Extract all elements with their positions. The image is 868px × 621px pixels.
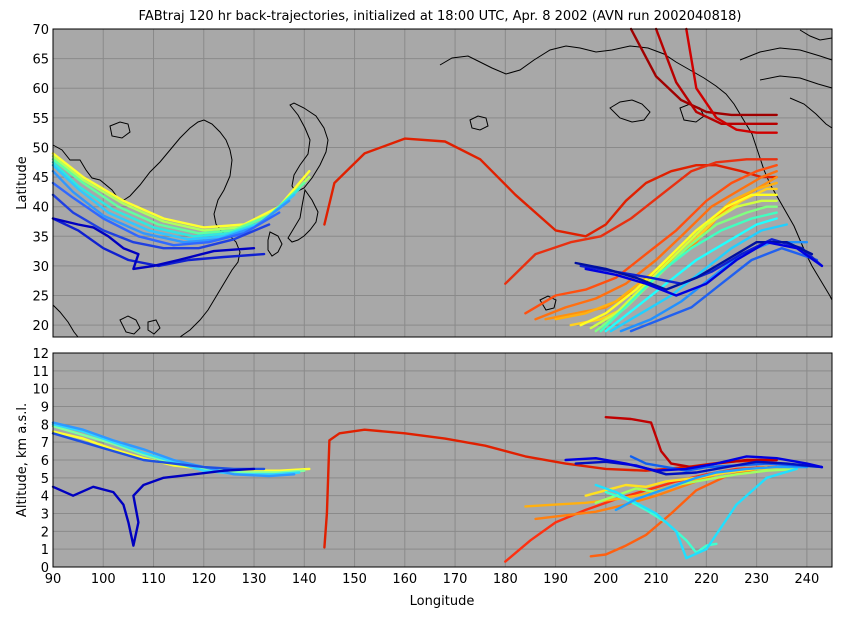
map-trajectory-line	[504, 158, 778, 285]
y-tick-label: 45	[32, 171, 49, 186]
map-trajectory-line	[589, 199, 778, 330]
map-trajectory-line	[584, 240, 824, 297]
y-tick-label: 11	[32, 365, 49, 380]
map-frame	[52, 28, 833, 338]
x-tick-label: 230	[744, 572, 769, 587]
alt-trajectory-line	[564, 455, 824, 472]
alt-trajectory-line	[594, 467, 798, 560]
x-tick-label: 190	[543, 572, 568, 587]
map-trajectory-line	[51, 158, 306, 235]
x-tick-label: 150	[342, 572, 367, 587]
alt-trajectory-line	[51, 432, 266, 471]
altitude-x-ticks: 90 100 110 120 130 140 150 160 170 180 190 200 210 22…	[45, 572, 820, 587]
map-trajectory-line	[524, 163, 778, 315]
map-trajectory-line	[574, 240, 814, 291]
map-trajectory-line	[579, 193, 778, 327]
map-trajectory-line	[534, 169, 778, 321]
altitude-frame	[52, 352, 833, 568]
map-trajectory-line	[51, 217, 266, 268]
altitude-y-axis-label: Altitude, km a.s.l.	[15, 403, 30, 517]
y-tick-label: 6	[41, 454, 49, 469]
x-tick-label: 200	[593, 572, 618, 587]
y-tick-label: 25	[32, 290, 49, 305]
alt-trajectory-line	[604, 416, 778, 469]
y-tick-label: 0	[41, 561, 49, 576]
alt-trajectory-line	[614, 465, 809, 512]
map-y-axis-label: Latitude	[15, 156, 30, 210]
y-tick-label: 65	[32, 53, 49, 68]
chart-title: FABtraj 120 hr back-trajectories, initia…	[139, 9, 742, 24]
map-trajectory-line	[685, 27, 778, 134]
map-trajectory-line	[604, 217, 778, 333]
y-tick-label: 1	[41, 543, 49, 558]
map-trajectory-line	[609, 223, 788, 333]
x-tick-label: 210	[644, 572, 669, 587]
x-tick-label: 110	[141, 572, 166, 587]
x-tick-label: 100	[91, 572, 116, 587]
altitude-trajectories	[51, 416, 824, 563]
map-trajectory-line	[51, 152, 311, 229]
x-tick-label: 180	[493, 572, 518, 587]
x-tick-label: 220	[694, 572, 719, 587]
y-tick-label: 7	[41, 436, 49, 451]
x-tick-label: 240	[794, 572, 819, 587]
y-tick-label: 5	[41, 472, 49, 487]
alt-trajectory-line	[51, 423, 301, 476]
map-plot-area	[53, 29, 832, 337]
y-tick-label: 70	[32, 23, 49, 38]
alt-trajectory-line	[51, 430, 311, 472]
x-tick-label: 170	[443, 572, 468, 587]
y-tick-label: 2	[41, 525, 49, 540]
map-trajectory-line	[629, 246, 819, 333]
y-tick-label: 55	[32, 112, 49, 127]
map-trajectory-line	[51, 169, 291, 244]
x-tick-label: 160	[392, 572, 417, 587]
y-tick-label: 40	[32, 201, 49, 216]
y-tick-label: 30	[32, 260, 49, 275]
y-tick-label: 12	[32, 347, 49, 362]
x-tick-label: 90	[45, 572, 62, 587]
x-tick-label: 140	[292, 572, 317, 587]
y-tick-label: 50	[32, 141, 49, 156]
altitude-x-axis-label: Longitude	[410, 594, 475, 609]
y-tick-label: 9	[41, 401, 49, 416]
map-trajectory-line	[654, 27, 778, 126]
x-tick-label: 130	[242, 572, 267, 587]
y-tick-label: 8	[41, 418, 49, 433]
map-trajectory-line	[599, 211, 778, 333]
y-tick-label: 10	[32, 383, 49, 398]
map-trajectories	[51, 27, 824, 333]
x-tick-label: 120	[191, 572, 216, 587]
map-panel: 20 25 30 35 40 45 50 55 60 65 70 Latitude	[15, 23, 833, 338]
y-tick-label: 20	[32, 319, 49, 334]
alt-trajectory-line	[51, 421, 296, 478]
map-trajectory-line	[51, 193, 271, 250]
y-tick-label: 3	[41, 508, 49, 523]
alt-trajectory-line	[51, 467, 256, 547]
map-trajectory-line	[51, 181, 281, 247]
map-y-ticks: 20 25 30 35 40 45 50 55 60 65 70	[32, 23, 49, 334]
map-trajectory-line	[323, 137, 778, 238]
coastlines	[52, 29, 833, 338]
y-tick-label: 60	[32, 82, 49, 97]
y-tick-label: 4	[41, 490, 49, 505]
map-trajectory-line	[51, 217, 256, 271]
map-trajectory-line	[629, 27, 778, 117]
y-tick-label: 35	[32, 230, 49, 245]
